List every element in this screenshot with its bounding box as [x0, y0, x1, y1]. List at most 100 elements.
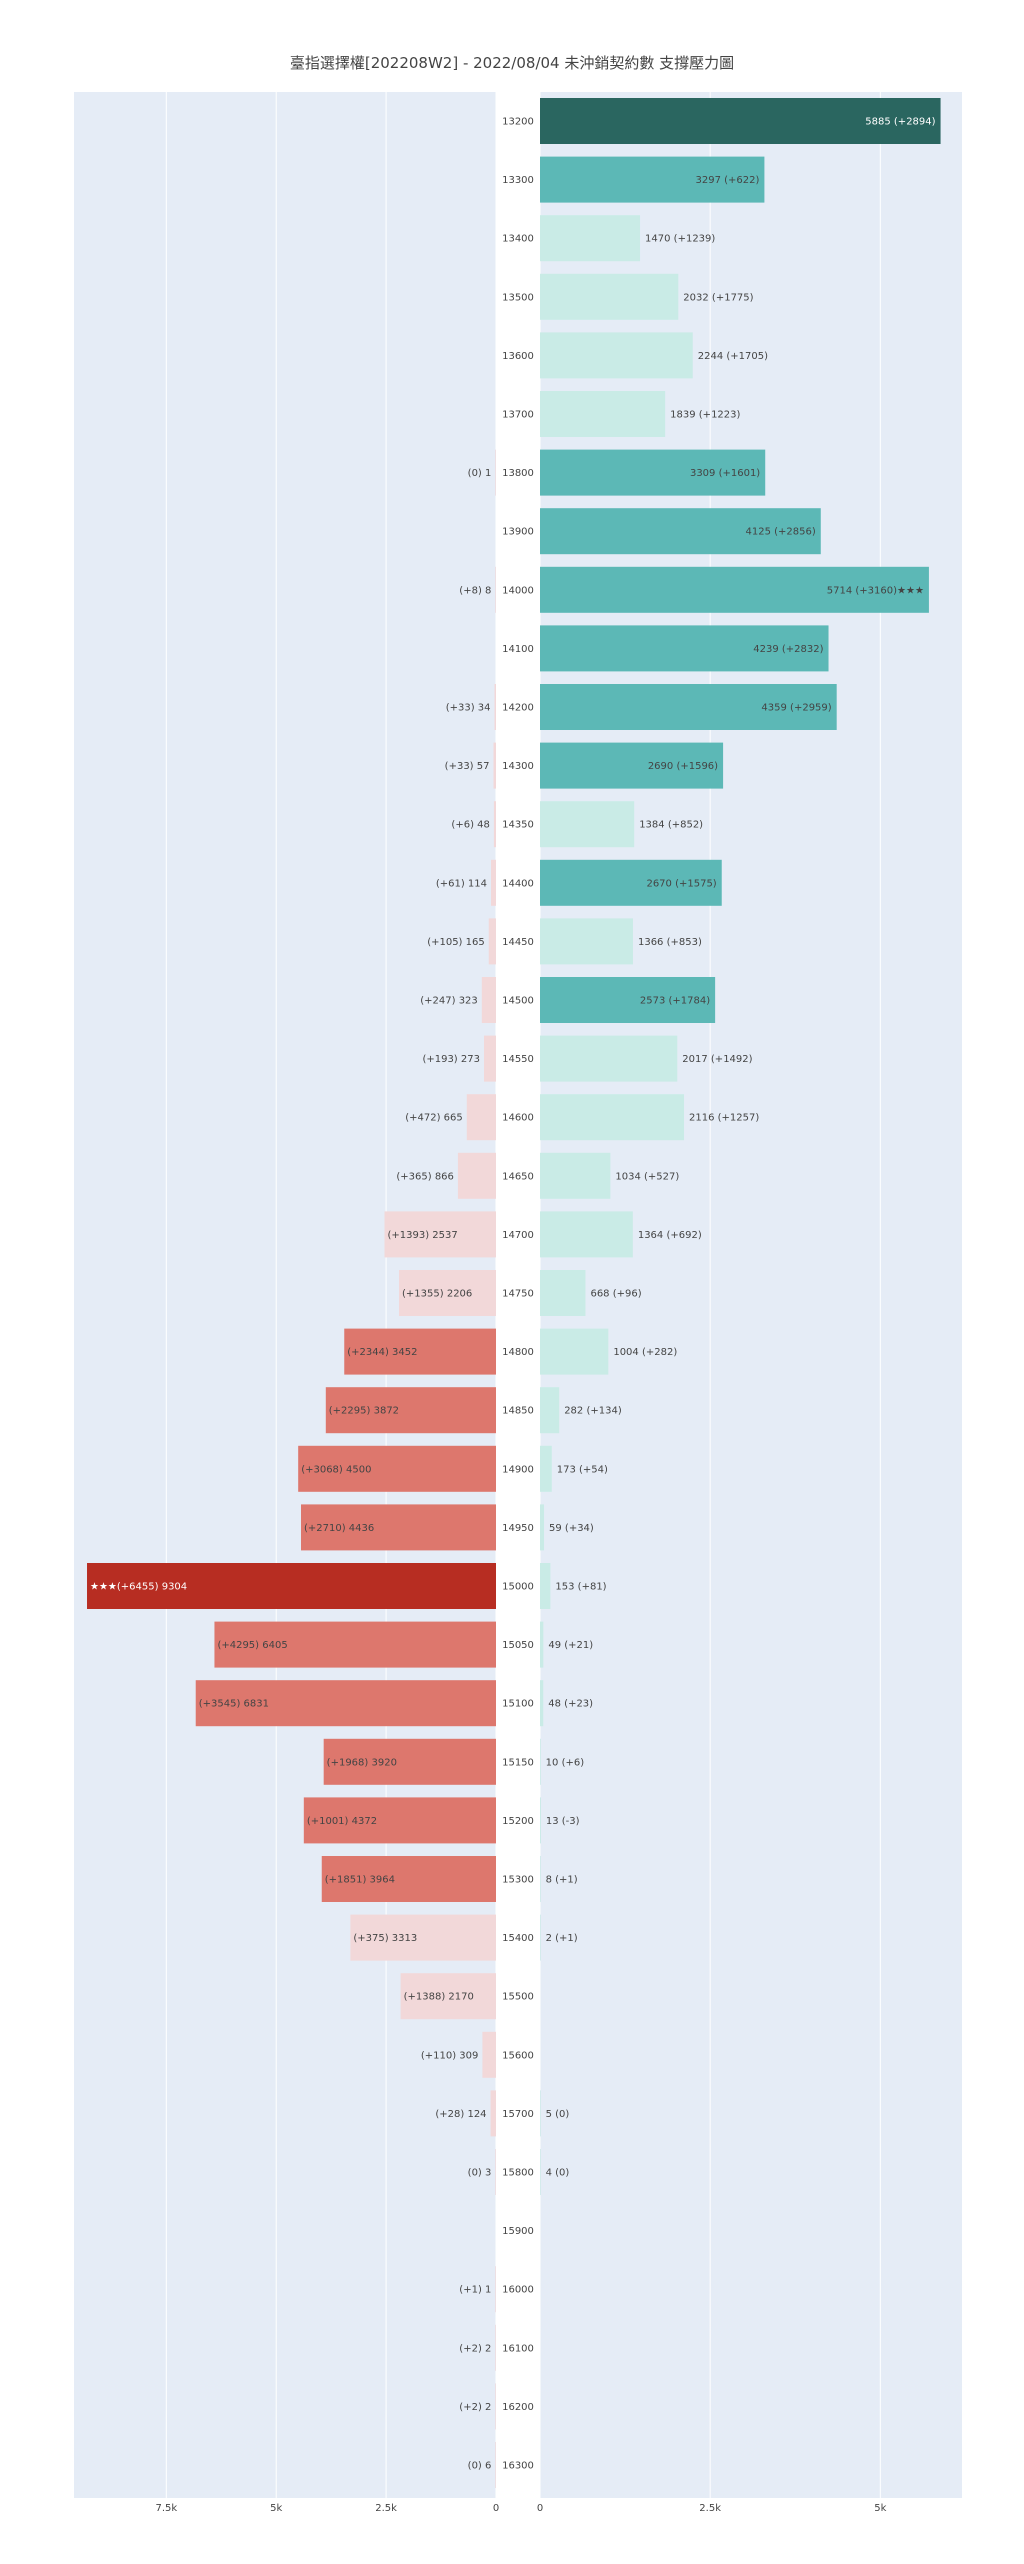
put-data-label: (+4295) 6405 [217, 1640, 287, 1651]
call-bar [540, 801, 635, 848]
call-data-label: 2 (+1) [546, 1933, 578, 1944]
x-tick-label: 0 [537, 2503, 543, 2514]
call-bar [540, 1270, 586, 1316]
strike-label: 15500 [502, 1992, 534, 2003]
put-data-label: (+1388) 2170 [404, 1992, 474, 2003]
put-bar [400, 1973, 496, 2020]
call-data-label: 3309 (+1601) [690, 468, 760, 479]
x-tick-label: 2.5k [699, 2503, 721, 2514]
call-data-label: 2690 (+1596) [648, 761, 718, 772]
put-data-label: (+472) 665 [405, 1113, 463, 1124]
x-tick-label: 0 [493, 2503, 499, 2514]
call-bar [540, 1738, 541, 1785]
call-bar [540, 918, 633, 965]
call-bar [540, 1445, 552, 1492]
strike-label: 14650 [502, 1171, 534, 1182]
strike-label: 16100 [502, 2343, 534, 2354]
call-bar [540, 1563, 551, 1609]
call-data-label: 10 (+6) [546, 1757, 585, 1768]
call-data-label: 668 (+96) [590, 1289, 641, 1300]
put-bar [495, 2324, 496, 2371]
strike-label: 15150 [502, 1757, 534, 1768]
put-bar [481, 977, 496, 1023]
put-bar [384, 1211, 496, 1258]
put-data-label: (+2) 2 [459, 2343, 491, 2354]
call-bar [540, 449, 766, 496]
put-data-label: (+365) 866 [396, 1171, 454, 1182]
call-data-label: 3297 (+622) [696, 175, 760, 186]
call-data-label: 173 (+54) [557, 1464, 608, 1475]
strike-label: 14500 [502, 996, 534, 1007]
put-bar [466, 1094, 496, 1141]
call-data-label: 8 (+1) [546, 1875, 578, 1886]
put-bar [457, 1152, 496, 1199]
strike-label: 14000 [502, 585, 534, 596]
call-bar [540, 98, 941, 144]
strike-label: 15800 [502, 2168, 534, 2179]
put-bar [495, 449, 496, 496]
call-data-label: 1364 (+692) [638, 1230, 702, 1241]
x-tick-label: 7.5k [155, 2503, 177, 2514]
call-bar [540, 1504, 545, 1551]
x-tick-label: 5k [874, 2503, 886, 2514]
strike-label: 14550 [502, 1054, 534, 1065]
put-data-label: (+33) 57 [445, 761, 490, 772]
put-bar [483, 1035, 496, 1082]
call-data-label: 48 (+23) [548, 1699, 593, 1710]
put-bar [214, 1621, 496, 1668]
put-bar [495, 566, 496, 613]
strike-label: 15400 [502, 1933, 534, 1944]
strike-label: 16300 [502, 2461, 534, 2472]
call-bar [540, 1035, 678, 1082]
strike-label: 13700 [502, 410, 534, 421]
put-data-label: (0) 6 [468, 2461, 492, 2472]
put-data-label: (+2) 2 [459, 2402, 491, 2413]
put-bar [321, 1856, 496, 1902]
call-bar [540, 2149, 541, 2195]
call-data-label: 2116 (+1257) [689, 1113, 759, 1124]
call-bar [540, 1797, 541, 1844]
call-data-label: 1366 (+853) [638, 937, 702, 948]
put-bar [488, 918, 496, 965]
put-data-label: (+33) 34 [446, 703, 491, 714]
x-tick-label: 2.5k [375, 2503, 397, 2514]
put-bar [482, 2031, 496, 2078]
put-bar [495, 2383, 496, 2430]
call-data-label: 1004 (+282) [613, 1347, 677, 1358]
strike-label: 13400 [502, 234, 534, 245]
strike-label: 14750 [502, 1289, 534, 1300]
put-bar [399, 1270, 496, 1316]
call-data-label: 4 (0) [546, 2168, 570, 2179]
call-bar [540, 1856, 541, 1902]
call-bar [540, 508, 821, 555]
put-bar [493, 742, 496, 789]
call-bar [540, 1211, 633, 1258]
call-data-label: 1034 (+527) [615, 1171, 679, 1182]
strike-label: 13500 [502, 292, 534, 303]
call-data-label: 49 (+21) [548, 1640, 593, 1651]
call-bar [540, 566, 929, 613]
call-bar [540, 332, 693, 379]
strike-label: 14800 [502, 1347, 534, 1358]
put-bar [494, 684, 496, 730]
strike-label: 15700 [502, 2109, 534, 2120]
call-data-label: 2032 (+1775) [683, 292, 753, 303]
put-data-label: ★★★(+6455) 9304 [90, 1582, 187, 1593]
put-data-label: (+2295) 3872 [329, 1406, 399, 1417]
strike-label: 13800 [502, 468, 534, 479]
put-data-label: (+2344) 3452 [347, 1347, 417, 1358]
strike-label: 15050 [502, 1640, 534, 1651]
call-bar [540, 625, 829, 672]
put-data-label: (+2710) 4436 [304, 1523, 374, 1534]
strike-label: 14400 [502, 878, 534, 889]
chart-title: 臺指選擇權[202208W2] - 2022/08/04 未沖銷契約數 支撐壓力… [290, 54, 734, 72]
strike-label: 13300 [502, 175, 534, 186]
put-data-label: (+1001) 4372 [307, 1816, 377, 1827]
strike-label: 14900 [502, 1464, 534, 1475]
call-bar [540, 391, 666, 437]
call-data-label: 153 (+81) [555, 1582, 606, 1593]
put-data-label: (+193) 273 [422, 1054, 480, 1065]
put-data-label: (+1) 1 [459, 2285, 491, 2296]
call-data-label: 2670 (+1575) [646, 878, 716, 889]
call-data-label: 282 (+134) [564, 1406, 622, 1417]
